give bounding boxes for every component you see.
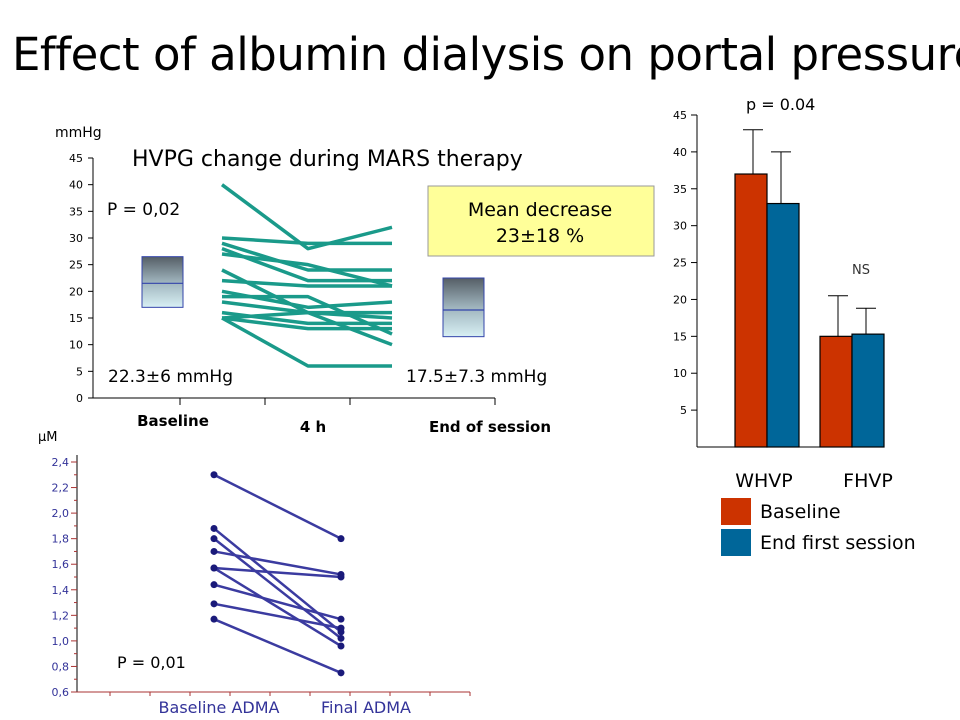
adma-pair-line bbox=[213, 583, 342, 621]
adma-final-point bbox=[337, 573, 345, 581]
adma-baseline-point bbox=[210, 615, 218, 623]
pressure-bar bbox=[734, 173, 768, 448]
legend-label: Baseline bbox=[760, 501, 841, 523]
legend-swatch bbox=[721, 529, 751, 556]
hvpg-series-line bbox=[221, 236, 392, 246]
pressure-bar bbox=[851, 333, 885, 448]
mean-decrease-callout bbox=[427, 185, 655, 257]
pressure-bar bbox=[766, 202, 800, 448]
hvpg-series-line bbox=[221, 278, 392, 288]
legend-swatch bbox=[721, 498, 751, 525]
adma-final-point bbox=[337, 634, 345, 642]
adma-y-tick-label: 2,2 bbox=[52, 482, 70, 495]
adma-pair-line bbox=[213, 602, 342, 630]
pressure-y-tick-label: 15 bbox=[673, 330, 687, 343]
adma-pair-line bbox=[213, 566, 342, 648]
adma-final-point bbox=[337, 642, 345, 650]
hvpg-y-tick-label: 10 bbox=[69, 339, 83, 352]
pressure-y-tick-label: 20 bbox=[673, 293, 687, 306]
pressure-y-tick-label: 40 bbox=[673, 146, 687, 159]
hvpg-y-tick-label: 40 bbox=[69, 179, 83, 192]
hvpg-series-line bbox=[221, 310, 393, 347]
pressure-p-value: p = 0.04 bbox=[746, 95, 815, 114]
adma-baseline-point bbox=[210, 564, 218, 572]
page-title: Effect of albumin dialysis on portal pre… bbox=[12, 28, 960, 81]
pressure-y-tick-label: 5 bbox=[680, 404, 687, 417]
hvpg-category-label: End of session bbox=[429, 418, 551, 436]
pressure-y-tick-label: 10 bbox=[673, 367, 687, 380]
hvpg-series-line bbox=[221, 316, 392, 331]
adma-baseline-point bbox=[210, 600, 218, 608]
adma-final-point bbox=[337, 615, 345, 623]
adma-y-tick-label: 0,8 bbox=[52, 660, 70, 673]
adma-pair-line bbox=[213, 473, 342, 540]
adma-pair-line bbox=[213, 566, 342, 579]
hvpg-chart-title: HVPG change during MARS therapy bbox=[132, 147, 523, 172]
adma-y-tick-label: 0,6 bbox=[52, 686, 70, 699]
hvpg-category-label: Baseline bbox=[137, 412, 209, 430]
pressure-category-label: FHVP bbox=[843, 470, 893, 492]
adma-baseline-point bbox=[210, 524, 218, 532]
hvpg-y-tick-label: 45 bbox=[69, 152, 83, 165]
adma-final-point bbox=[337, 624, 345, 632]
pressure-y-tick-label: 25 bbox=[673, 257, 687, 270]
adma-y-tick-label: 2,0 bbox=[52, 507, 70, 520]
hvpg-y-axis-label: mmHg bbox=[55, 125, 102, 141]
adma-y-tick-label: 2,4 bbox=[52, 456, 70, 469]
pressure-ns-label: NS bbox=[852, 263, 870, 278]
adma-p-value: P = 0,01 bbox=[117, 653, 186, 672]
adma-category-label: Baseline ADMA bbox=[159, 698, 280, 717]
adma-final-point bbox=[337, 669, 345, 677]
hvpg-y-tick-label: 35 bbox=[69, 205, 83, 218]
pressure-y-tick-label: 30 bbox=[673, 220, 687, 233]
adma-final-point bbox=[337, 535, 345, 543]
adma-pair-line bbox=[213, 618, 342, 674]
legend-label: End first session bbox=[760, 532, 916, 554]
hvpg-p-value: P = 0,02 bbox=[107, 200, 180, 220]
adma-y-tick-label: 1,2 bbox=[52, 609, 70, 622]
hvpg-summary-box bbox=[442, 277, 485, 338]
pressure-bar bbox=[819, 335, 853, 448]
adma-y-tick-label: 1,4 bbox=[52, 584, 70, 597]
hvpg-y-tick-label: 0 bbox=[76, 392, 83, 405]
hvpg-y-tick-label: 25 bbox=[69, 259, 83, 272]
adma-baseline-point bbox=[210, 471, 218, 479]
adma-y-axis-label: μM bbox=[38, 430, 58, 445]
hvpg-category-label: 4 h bbox=[300, 418, 326, 436]
hvpg-series-line bbox=[221, 241, 392, 272]
adma-y-tick-label: 1,0 bbox=[52, 635, 70, 648]
adma-baseline-point bbox=[210, 581, 218, 589]
pressure-y-tick-label: 45 bbox=[673, 109, 687, 122]
hvpg-summary-box bbox=[141, 256, 184, 308]
hvpg-series-line bbox=[222, 294, 393, 336]
adma-baseline-point bbox=[210, 547, 218, 555]
hvpg-y-tick-label: 15 bbox=[69, 312, 83, 325]
hvpg-series-line bbox=[220, 183, 393, 251]
adma-pair-line bbox=[213, 550, 342, 576]
pressure-category-label: WHVP bbox=[735, 470, 793, 492]
hvpg-series-line bbox=[221, 252, 393, 288]
hvpg-y-tick-label: 30 bbox=[69, 232, 83, 245]
pressure-y-tick-label: 35 bbox=[673, 183, 687, 196]
hvpg-summary-label: 17.5±7.3 mmHg bbox=[406, 367, 547, 387]
adma-y-tick-label: 1,8 bbox=[52, 533, 70, 546]
adma-category-label: Final ADMA bbox=[321, 698, 411, 717]
adma-y-tick-label: 1,6 bbox=[52, 558, 70, 571]
hvpg-summary-label: 22.3±6 mmHg bbox=[108, 367, 233, 387]
hvpg-y-tick-label: 5 bbox=[76, 365, 83, 378]
hvpg-series-line bbox=[221, 316, 392, 368]
callout-line-1: Mean decrease bbox=[468, 199, 612, 221]
adma-baseline-point bbox=[210, 535, 218, 543]
callout-line-2: 23±18 % bbox=[496, 225, 584, 247]
hvpg-y-tick-label: 20 bbox=[69, 285, 83, 298]
